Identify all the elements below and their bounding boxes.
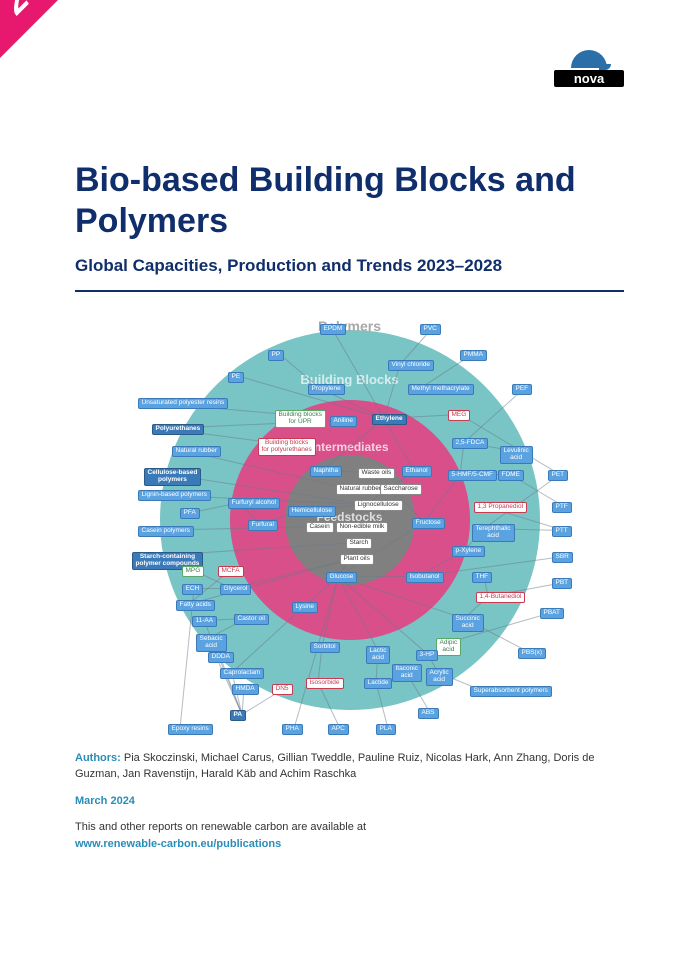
authors-label: Authors: xyxy=(75,752,121,764)
diagram-node: Isobutanol xyxy=(406,572,444,584)
diagram-node: PBS(x) xyxy=(518,648,547,660)
diagram-node: Polyurethanes xyxy=(152,424,205,436)
diagram-node: PE xyxy=(228,372,245,384)
page-subtitle: Global Capacities, Production and Trends… xyxy=(75,256,624,276)
diagram-node: PA xyxy=(230,710,247,722)
title-divider xyxy=(75,290,624,292)
diagram-node: DN5 xyxy=(272,684,293,696)
authors-names: Pia Skoczinski, Michael Carus, Gillian T… xyxy=(75,752,594,781)
diagram-node: Aniline xyxy=(330,416,358,428)
logo-swoosh-icon xyxy=(571,50,607,68)
diagram-node: Terephthalicacid xyxy=(472,524,515,542)
diagram-node: Non-edible milk xyxy=(336,522,389,534)
logo-text: nova xyxy=(554,70,624,87)
diagram-node: Natural rubber xyxy=(172,446,222,458)
diagram-node: DDDA xyxy=(208,652,234,664)
publication-date: March 2024 xyxy=(75,793,624,810)
diagram-node: Lignin-based polymers xyxy=(138,490,211,502)
diagram-node: Ethylene xyxy=(372,414,407,426)
diagram-node: 3-HP xyxy=(416,650,439,662)
diagram-node: ECH xyxy=(182,584,204,596)
diagram-node: PBAT xyxy=(540,608,565,620)
diagram-node: Sebacicacid xyxy=(196,634,227,652)
diagram-node: Acrylicacid xyxy=(426,668,453,686)
diagram-node: EPDM xyxy=(320,324,347,336)
diagram-node: 2,5-FDCA xyxy=(452,438,489,450)
diagram-node: Levulinicacid xyxy=(500,446,533,464)
availability-text: This and other reports on renewable carb… xyxy=(75,819,624,836)
diagram-node: Itaconicacid xyxy=(392,664,422,682)
diagram-node: Starch xyxy=(346,538,373,550)
banner-line2: 2023 xyxy=(0,0,78,20)
diagram-node: PBT xyxy=(552,578,573,590)
diagram-node: PFA xyxy=(180,508,200,520)
diagram-node: Lacticacid xyxy=(366,646,391,664)
diagram-node: APC xyxy=(328,724,349,736)
diagram-node: PET xyxy=(548,470,569,482)
diagram-node: PHA xyxy=(282,724,303,736)
diagram-node: Fatty acids xyxy=(176,600,215,612)
diagram-node: Naphtha xyxy=(310,466,343,478)
diagram-node: Isosorbide xyxy=(306,678,344,690)
diagram-node: MPG xyxy=(182,566,205,578)
diagram-node: Sorbitol xyxy=(310,642,340,654)
publications-link[interactable]: www.renewable-carbon.eu/publications xyxy=(75,836,624,853)
diagram-node: Casein xyxy=(306,522,334,534)
diagram-node: FDME xyxy=(498,470,524,482)
diagram-node: PTT xyxy=(552,526,572,538)
diagram-node: PMMA xyxy=(460,350,488,362)
network-diagram: Polymers Building Blocks Intermediates F… xyxy=(120,310,580,730)
diagram-node: Glycerol xyxy=(220,584,252,596)
diagram-node: Fructose xyxy=(412,518,445,530)
diagram-node: Waste oils xyxy=(358,468,396,480)
diagram-node: p-Xylene xyxy=(452,546,486,558)
diagram-node: Lignocellulose xyxy=(354,500,403,512)
diagram-node: Hemicellulose xyxy=(288,506,336,518)
diagram-node: MEG xyxy=(448,410,471,422)
diagram-node: SBR xyxy=(552,552,573,564)
diagram-node: 5-HMF/5-CMF xyxy=(448,470,498,482)
diagram-node: Adipicacid xyxy=(436,638,462,656)
diagram-node: 11-AA xyxy=(192,616,218,628)
main-content: Bio-based Building Blocks and Polymers G… xyxy=(75,160,624,852)
diagram-node: PEF xyxy=(512,384,533,396)
diagram-node: Methyl methacrylate xyxy=(408,384,474,396)
diagram-node: PTF xyxy=(552,502,572,514)
diagram-node: PLA xyxy=(376,724,396,736)
nova-logo: nova xyxy=(554,50,624,90)
diagram-node: Plant oils xyxy=(340,554,374,566)
diagram-node: PVC xyxy=(420,324,441,336)
diagram-node: Ethanol xyxy=(402,466,432,478)
diagram-node: Epoxy resins xyxy=(168,724,213,736)
diagram-node: 1,3 Propanediol xyxy=(474,502,528,514)
corner-banner: DATA FOR 2023 xyxy=(0,0,200,200)
diagram-node: Vinyl chloride xyxy=(388,360,435,372)
diagram-node: ABS xyxy=(418,708,439,720)
diagram-node: Lactide xyxy=(364,678,393,690)
diagram-node: Castor oil xyxy=(234,614,269,626)
diagram-node: Building blocksfor UPR xyxy=(275,410,326,428)
footer: Authors: Pia Skoczinski, Michael Carus, … xyxy=(75,750,624,853)
diagram-node: Unsaturated polyester resins xyxy=(138,398,229,410)
diagram-node: Furfural xyxy=(248,520,278,532)
diagram-node: Caprolactam xyxy=(220,668,265,680)
diagram-node: Cellulose-basedpolymers xyxy=(144,468,202,486)
diagram-node: Natural rubber xyxy=(336,484,386,496)
diagram-node: Lysine xyxy=(292,602,319,614)
diagram-node: Casein polymers xyxy=(138,526,194,538)
diagram-node: Furfuryl alcohol xyxy=(228,498,280,510)
diagram-node: Building blocksfor polyurethanes xyxy=(258,438,316,456)
diagram-node: HMDA xyxy=(232,684,259,696)
diagram-node: Saccharose xyxy=(380,484,422,496)
diagram-node: Succinicacid xyxy=(452,614,484,632)
authors-line: Authors: Pia Skoczinski, Michael Carus, … xyxy=(75,750,624,783)
diagram-node: PP xyxy=(268,350,285,362)
diagram-node: MCFA xyxy=(218,566,244,578)
diagram-node: Propylene xyxy=(308,384,345,396)
diagram-node: Superabsorbent polymers xyxy=(470,686,552,698)
diagram-node: Glucose xyxy=(326,572,358,584)
diagram-node: THF xyxy=(472,572,493,584)
diagram-node: 1,4-Butanediol xyxy=(476,592,526,604)
